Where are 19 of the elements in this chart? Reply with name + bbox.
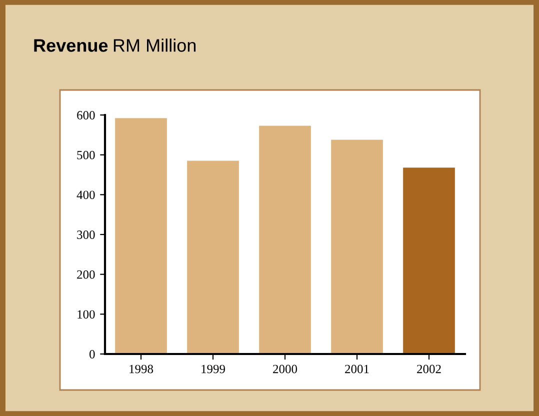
- y-tick-label: 300: [77, 230, 95, 239]
- y-tick-label: 100: [78, 310, 95, 319]
- x-tick-label: 1998: [130, 364, 154, 374]
- y-tick-label: 400: [76, 190, 95, 200]
- x-tick-label: 2000: [273, 364, 298, 374]
- x-tick-label: 2002: [417, 364, 441, 374]
- y-tick-label: 0: [90, 350, 95, 358]
- x-tick-label: 2001: [345, 364, 369, 374]
- chart-title: Revenue: [34, 39, 108, 52]
- y-tick-label: 200: [77, 270, 95, 279]
- bar: [403, 168, 455, 354]
- chart-subtitle: RM Million: [114, 38, 196, 52]
- y-tick-label: 600: [77, 111, 95, 120]
- x-tick-label: 1999: [202, 364, 225, 374]
- bar: [259, 126, 311, 354]
- bar: [115, 118, 167, 354]
- y-tick-label: 500: [77, 150, 95, 160]
- bar: [187, 160, 239, 354]
- bar: [331, 140, 383, 354]
